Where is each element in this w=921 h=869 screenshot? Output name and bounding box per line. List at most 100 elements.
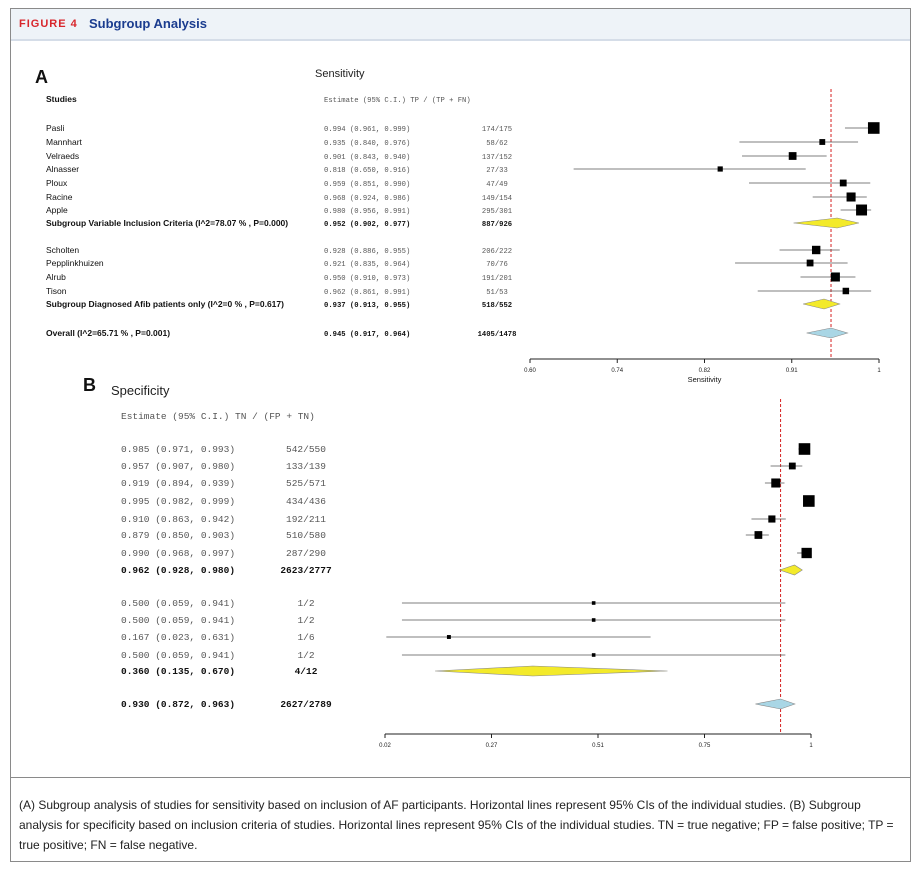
figure-frame: FIGURE 4 Subgroup Analysis A Sensitivity S…: [10, 8, 911, 862]
row-label: Subgroup Diagnosed Afib patients only (I…: [46, 299, 284, 309]
x-tick-label: 0.51: [592, 743, 604, 749]
study-marker: [788, 152, 797, 160]
subgroup-diamond: [793, 217, 859, 229]
row-count: 510/580: [286, 530, 326, 541]
study-marker: [788, 462, 796, 470]
row-count: 525/571: [286, 478, 326, 489]
study-marker: [856, 204, 868, 216]
study-marker: [798, 443, 811, 455]
row-count: 174/175: [482, 126, 512, 134]
figure-header: FIGURE 4 Subgroup Analysis: [11, 9, 910, 41]
row-count: 887/926: [482, 221, 512, 229]
row-estimate: 0.500 (0.059, 0.941): [121, 615, 235, 626]
panel-letter: B: [83, 375, 96, 395]
row-estimate: 0.962 (0.928, 0.980): [121, 565, 235, 576]
study-marker: [717, 166, 723, 172]
row-count: 51/53: [486, 289, 508, 297]
subgroup-diamond: [434, 665, 668, 677]
row-count: 1/2: [297, 598, 314, 609]
caption-divider: [11, 777, 910, 778]
row-estimate: 0.980 (0.956, 0.991): [324, 208, 410, 216]
overall-diamond: [755, 698, 796, 710]
x-tick-label: 0.75: [699, 743, 711, 749]
row-estimate: 0.500 (0.059, 0.941): [121, 598, 235, 609]
row-estimate: 0.995 (0.982, 0.999): [121, 496, 235, 507]
subgroup-diamond: [803, 298, 841, 310]
row-count: 287/290: [286, 548, 326, 559]
row-count: 133/139: [286, 461, 326, 472]
columns-header: Estimate (95% C.I.) TN / (FP + TN): [121, 411, 315, 422]
study-marker: [846, 192, 856, 202]
x-tick-label: 0.02: [379, 743, 391, 749]
study-marker: [768, 515, 776, 523]
study-marker: [811, 245, 821, 255]
row-count: 58/62: [486, 140, 508, 148]
row-label: Mannhart: [46, 137, 83, 147]
row-count: 2627/2789: [280, 699, 332, 710]
row-estimate: 0.957 (0.907, 0.980): [121, 461, 235, 472]
row-estimate: 0.360 (0.135, 0.670): [121, 666, 235, 677]
row-count: 434/436: [286, 496, 326, 507]
row-estimate: 0.990 (0.968, 0.997): [121, 548, 235, 559]
columns-header: Estimate (95% C.I.) TP / (TP + FN): [324, 97, 471, 105]
row-estimate: 0.937 (0.913, 0.955): [324, 302, 410, 310]
forest-plot-a: A Sensitivity Studies Estimate (95% C.I.) T…: [35, 67, 881, 384]
study-marker: [830, 272, 840, 282]
row-count: 2623/2777: [280, 565, 332, 576]
study-marker: [591, 601, 596, 605]
row-label: Subgroup Variable Inclusion Criteria (I^…: [46, 218, 288, 228]
row-estimate: 0.935 (0.840, 0.976): [324, 140, 410, 148]
row-count: 1/2: [297, 650, 314, 661]
row-label: Overall (I^2=65.71 % , P=0.001): [46, 328, 170, 338]
row-count: 542/550: [286, 444, 326, 455]
study-marker: [867, 122, 880, 134]
x-tick-label: 0.60: [524, 368, 536, 374]
study-marker: [446, 635, 451, 639]
row-estimate: 0.962 (0.861, 0.991): [324, 289, 410, 297]
forest-plot-b: B Specificity Estimate (95% C.I.) TN / (FP…: [83, 375, 815, 749]
row-label: Pasli: [46, 123, 65, 133]
row-count: 192/211: [286, 514, 326, 525]
row-label: Scholten: [46, 245, 79, 255]
study-marker: [591, 618, 596, 622]
figure-number: FIGURE 4: [19, 18, 78, 30]
x-tick-label: 1: [809, 743, 813, 749]
row-estimate: 0.167 (0.023, 0.631): [121, 632, 235, 643]
row-estimate: 0.901 (0.843, 0.940): [324, 154, 410, 162]
row-label: Pepplinkhuizen: [46, 258, 104, 268]
studies-header: Studies: [46, 94, 77, 104]
figure-title: Subgroup Analysis: [89, 16, 207, 31]
row-label: Alrub: [46, 272, 66, 282]
figure-caption: (A) Subgroup analysis of studies for sen…: [19, 798, 894, 852]
study-marker: [771, 478, 781, 488]
overall-diamond: [806, 327, 849, 339]
row-label: Alnasser: [46, 164, 79, 174]
row-estimate: 0.985 (0.971, 0.993): [121, 444, 235, 455]
study-marker: [801, 547, 812, 559]
study-marker: [819, 139, 826, 145]
row-count: 137/152: [482, 154, 512, 162]
study-marker: [803, 495, 815, 507]
row-count: 191/201: [482, 275, 512, 283]
row-estimate: 0.818 (0.650, 0.916): [324, 167, 410, 175]
row-count: 27/33: [486, 167, 508, 175]
row-count: 295/301: [482, 208, 512, 216]
row-count: 1/2: [297, 615, 314, 626]
row-estimate: 0.994 (0.961, 0.999): [324, 126, 410, 134]
row-label: Racine: [46, 192, 73, 202]
row-estimate: 0.879 (0.850, 0.903): [121, 530, 235, 541]
row-label: Velraeds: [46, 151, 79, 161]
x-tick-label: 0.74: [611, 368, 623, 374]
row-estimate: 0.959 (0.851, 0.990): [324, 181, 410, 189]
row-estimate: 0.919 (0.894, 0.939): [121, 478, 235, 489]
study-marker: [842, 287, 850, 295]
x-tick-label: 1: [877, 368, 881, 374]
study-marker: [754, 531, 763, 539]
row-label: Tison: [46, 286, 67, 296]
row-estimate: 0.952 (0.902, 0.977): [324, 221, 410, 229]
row-estimate: 0.968 (0.924, 0.986): [324, 195, 410, 203]
row-count: 70/76: [486, 261, 508, 269]
row-estimate: 0.930 (0.872, 0.963): [121, 699, 235, 710]
subgroup-diamond: [778, 564, 803, 576]
row-estimate: 0.910 (0.863, 0.942): [121, 514, 235, 525]
